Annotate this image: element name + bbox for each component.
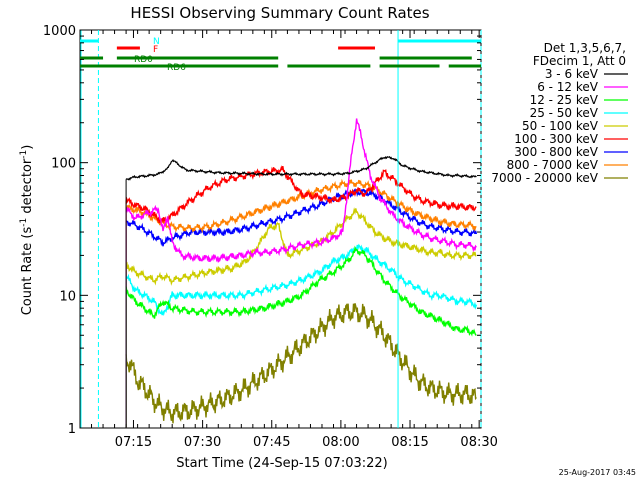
status-label-rd6: RD6 [167, 63, 186, 73]
series-line [125, 303, 477, 424]
y-axis-label: Count Rate (s-1 detector-1) [19, 145, 35, 316]
legend-entry-label: 12 - 25 keV [530, 93, 599, 107]
x-tick-label: 08:00 [322, 435, 359, 450]
series-layer [125, 118, 478, 428]
legend-entry-label: 7000 - 20000 keV [491, 171, 598, 185]
series-line [125, 165, 477, 225]
legend-entry-label: 3 - 6 keV [545, 67, 599, 81]
x-tick-label: 07:30 [184, 435, 221, 450]
timestamp: 25-Aug-2017 03:45 [559, 468, 636, 477]
chart-title: HESSI Observing Summary Count Rates [130, 4, 429, 22]
series-line [125, 207, 477, 286]
axes: 1 10 100 1000 07:15 07:30 07:45 08:00 08:15 08:30 [43, 24, 498, 450]
y-tick-label: 100 [51, 157, 76, 172]
legend-entry-label: 50 - 100 keV [522, 119, 599, 133]
legend-header-line-1: Det 1,3,5,6,7, [544, 41, 626, 55]
y-tick-label: 10 [59, 289, 76, 304]
legend-entry-label: 100 - 300 keV [514, 132, 598, 146]
y-tick-label: 1 [68, 422, 76, 437]
x-axis-label: Start Time (24-Sep-15 07:03:22) [176, 456, 387, 471]
legend-entry-label: 6 - 12 keV [537, 80, 599, 94]
legend-entry-label: 25 - 50 keV [530, 106, 599, 120]
legend-entry-label: 300 - 800 keV [514, 145, 598, 159]
legend-entry-label: 800 - 7000 keV [507, 158, 599, 172]
series-line [125, 245, 477, 337]
series-line [125, 243, 478, 317]
status-label-n: N [153, 37, 160, 47]
x-tick-label: 08:15 [391, 435, 428, 450]
x-tick-label: 07:45 [253, 435, 290, 450]
series-line [125, 178, 477, 234]
y-tick-label: 1000 [43, 24, 76, 39]
plot-area [79, 29, 482, 429]
x-tick-label: 08:30 [460, 435, 497, 450]
legend: Det 1,3,5,6,7, FDecim 1, Att 0 3 - 6 keV… [491, 41, 628, 185]
status-label-f: F [153, 45, 158, 55]
plot-border [79, 29, 482, 429]
series-line [125, 118, 477, 263]
status-label-rd0: RD0 [134, 55, 153, 65]
series-line [125, 155, 477, 181]
legend-header-line-2: FDecim 1, Att 0 [533, 54, 626, 68]
x-tick-label: 07:15 [115, 435, 152, 450]
